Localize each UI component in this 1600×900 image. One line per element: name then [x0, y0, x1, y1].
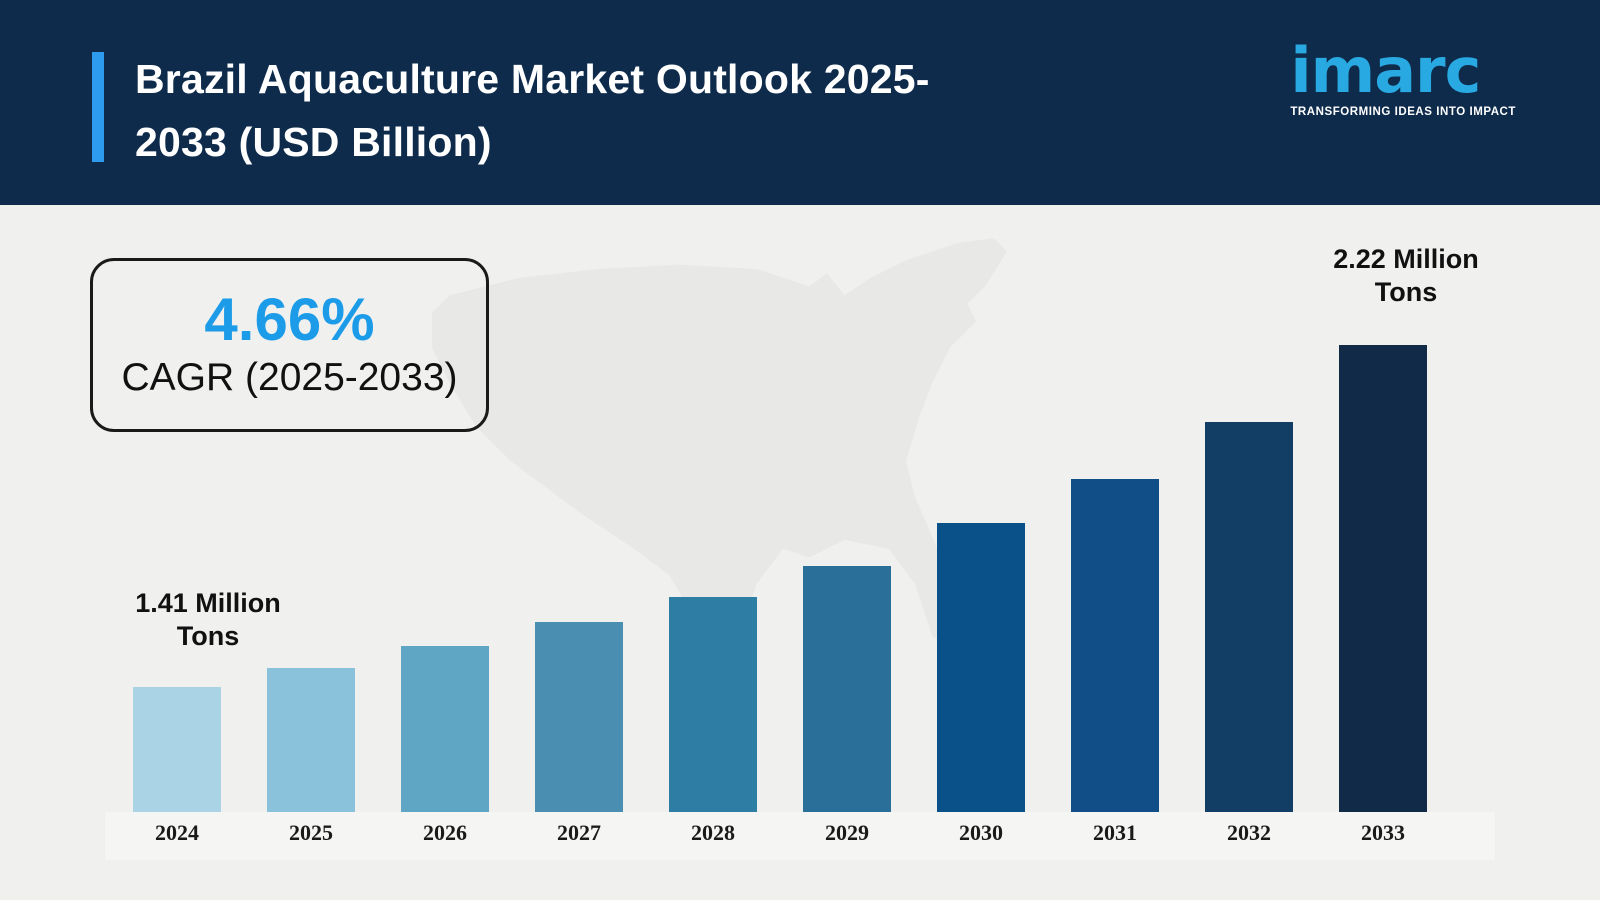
header: Brazil Aquaculture Market Outlook 2025- … [0, 0, 1600, 205]
imarc-logo-wordmark: imarc [1290, 34, 1481, 107]
end-value-annotation: 2.22 Million Tons [1276, 243, 1536, 309]
x-axis-strip [105, 812, 1495, 860]
page-title-line1: Brazil Aquaculture Market Outlook 2025- [135, 56, 930, 102]
bar-2032 [1205, 422, 1293, 812]
bar-2027 [535, 622, 623, 812]
title-accent-bar [92, 52, 104, 162]
end-value-line1: 2.22 Million [1333, 244, 1479, 274]
x-axis-label-2029: 2029 [825, 820, 869, 845]
page-title: Brazil Aquaculture Market Outlook 2025- … [135, 48, 1235, 174]
cagr-value: 4.66% [204, 286, 375, 353]
start-value-annotation: 1.41 Million Tons [78, 587, 338, 653]
start-value-line2: Tons [176, 621, 240, 651]
bar-2028 [669, 597, 757, 812]
imarc-logo: imarc TRANSFORMING IDEAS INTO IMPACT [1290, 34, 1516, 119]
bar-2030 [937, 523, 1025, 812]
bar-2031 [1071, 479, 1159, 812]
start-value-line1: 1.41 Million [135, 588, 281, 618]
x-axis-label-2033: 2033 [1361, 820, 1405, 845]
bar-2029 [803, 566, 891, 812]
bar-2024 [133, 687, 221, 812]
end-value-line2: Tons [1374, 277, 1438, 307]
x-axis-label-2030: 2030 [959, 820, 1003, 845]
imarc-logo-tagline: TRANSFORMING IDEAS INTO IMPACT [1290, 106, 1516, 118]
x-axis-label-2027: 2027 [557, 820, 601, 845]
cagr-box: 4.66% CAGR (2025-2033) [90, 258, 489, 432]
bar-2025 [267, 668, 355, 812]
x-axis-label-2026: 2026 [423, 820, 467, 845]
x-axis-label-2028: 2028 [691, 820, 735, 845]
bar-2026 [401, 646, 489, 812]
x-axis-label-2024: 2024 [155, 820, 199, 845]
x-axis-label-2032: 2032 [1227, 820, 1271, 845]
bar-2033 [1339, 345, 1427, 812]
usa-map-silhouette [431, 238, 1007, 654]
page-title-line2: 2033 (USD Billion) [135, 119, 492, 165]
x-axis-label-2025: 2025 [289, 820, 333, 845]
cagr-label: CAGR (2025-2033) [121, 356, 458, 399]
x-axis-label-2031: 2031 [1093, 820, 1137, 845]
